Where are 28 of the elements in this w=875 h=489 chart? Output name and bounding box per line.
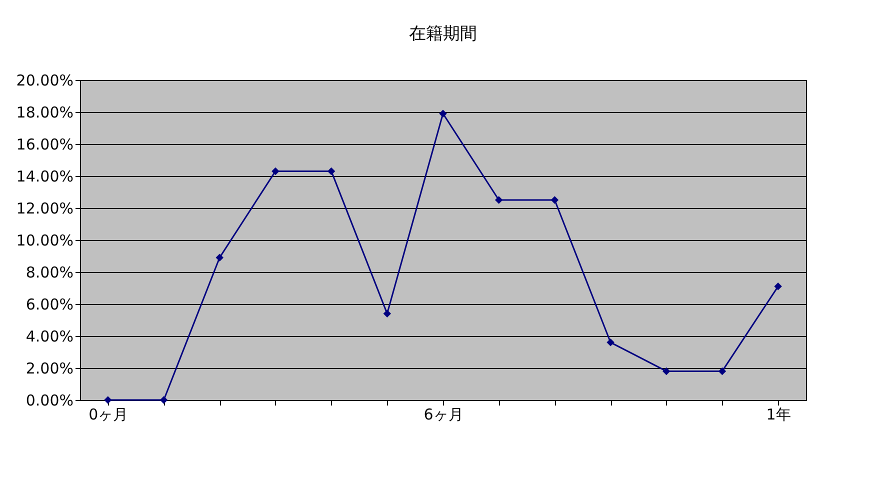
- point: [494, 196, 503, 204]
- y-tick-label: 16.00%: [16, 136, 74, 154]
- point: [104, 396, 112, 404]
- point: [216, 254, 224, 262]
- point: [160, 396, 168, 404]
- point: [718, 367, 726, 376]
- y-tick-label: 14.00%: [16, 168, 74, 186]
- x-tick-label: 6ヶ月: [424, 406, 464, 424]
- x-tick-label: 0ヶ月: [88, 406, 128, 424]
- y-tick-label: 12.00%: [16, 200, 74, 218]
- y-tick-label: 6.00%: [26, 296, 74, 314]
- point: [272, 167, 280, 176]
- point: [662, 367, 670, 376]
- y-tick-label: 18.00%: [16, 104, 74, 122]
- y-tick-label: 2.00%: [26, 360, 74, 378]
- point: [327, 167, 336, 176]
- y-tick-label: 8.00%: [26, 264, 74, 282]
- y-tick-label: 10.00%: [16, 232, 74, 250]
- point: [439, 110, 447, 118]
- point: [606, 338, 614, 346]
- y-tick-label: 0.00%: [26, 392, 74, 410]
- y-tick-label: 20.00%: [16, 72, 74, 90]
- point: [774, 282, 782, 290]
- x-tick-label: 1年: [766, 406, 791, 424]
- chart-title: 在籍期間: [409, 24, 477, 44]
- y-tick-label: 4.00%: [26, 328, 74, 346]
- point: [550, 196, 559, 204]
- point: [383, 310, 392, 318]
